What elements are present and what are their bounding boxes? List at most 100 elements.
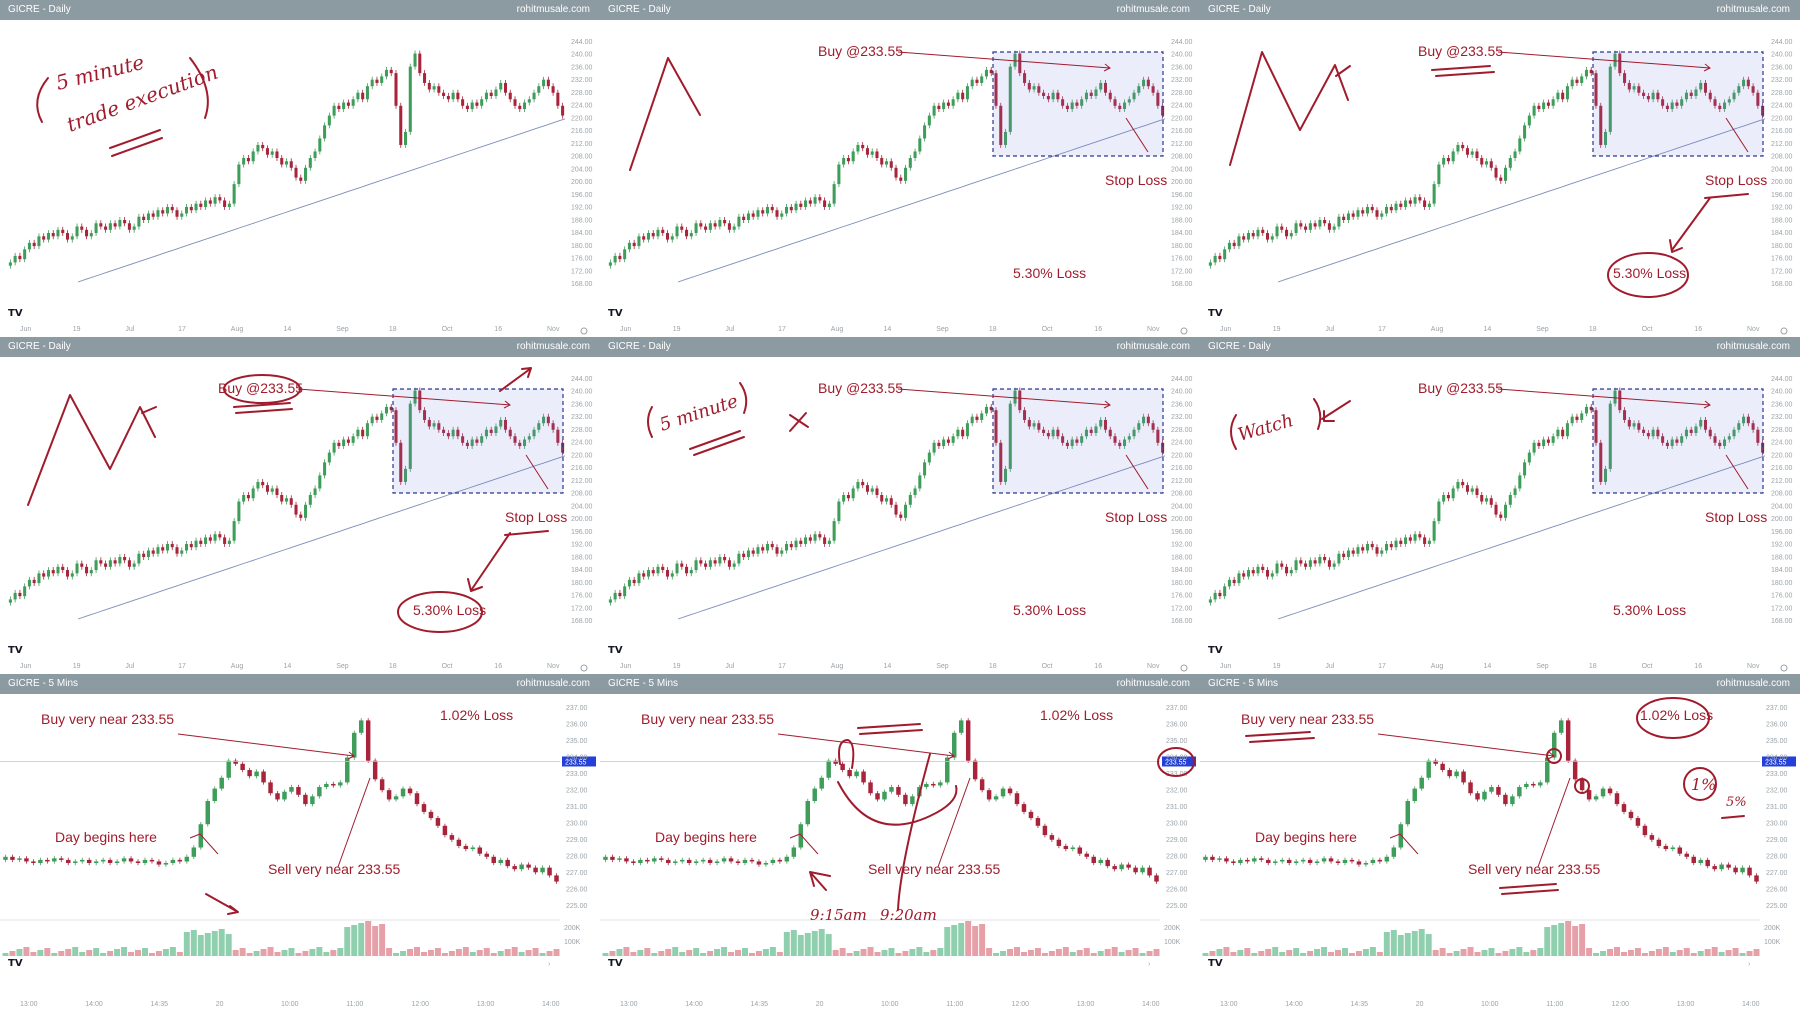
candle-body xyxy=(1447,770,1452,777)
daily-chart[interactable]: 244.00240.00236.00232.00228.00224.00220.… xyxy=(1200,20,1800,337)
daily-chart[interactable]: 244.00240.00236.00232.00228.00224.00220.… xyxy=(0,357,600,674)
candle-body xyxy=(1723,439,1727,447)
panel-watermark: rohitmusale.com xyxy=(1116,678,1190,689)
x-tick-label: 19 xyxy=(673,326,681,333)
gear-icon[interactable] xyxy=(1180,664,1188,672)
y-tick-label: 188.00 xyxy=(571,554,593,561)
chart-panel-3: GICRE - Daily rohitmusale.com 244.00 240.… xyxy=(1200,0,1800,337)
volume-bar xyxy=(1314,949,1321,956)
gear-icon[interactable] xyxy=(1780,327,1788,335)
volume-bar xyxy=(1153,949,1160,956)
candle-body xyxy=(251,488,255,499)
candle-body xyxy=(1084,429,1088,437)
hand-arrow xyxy=(205,893,239,915)
volume-bar xyxy=(1607,949,1614,956)
daily-chart[interactable]: 244.00240.00236.00232.00228.00224.00220.… xyxy=(1200,357,1800,674)
gear-icon[interactable] xyxy=(1780,664,1788,672)
y-tick-label: 192.00 xyxy=(1171,205,1193,212)
candle-body xyxy=(1537,442,1541,447)
buy-label: Buy very near 233.55 xyxy=(1241,711,1374,727)
volume-bar xyxy=(735,950,741,956)
stop-loss-label: Stop Loss xyxy=(1105,172,1167,188)
annotation-layer: Buy @233.55 Stop Loss 5.30% Loss xyxy=(629,43,1167,281)
candle-body xyxy=(435,818,441,826)
candle-body xyxy=(1023,73,1027,83)
candle-body xyxy=(1013,53,1017,67)
buy-label: Buy @233.55 xyxy=(1418,43,1503,59)
gear-icon[interactable] xyxy=(580,327,588,335)
gear-icon[interactable] xyxy=(580,664,588,672)
candle-body xyxy=(1127,99,1131,103)
candle-body xyxy=(1389,543,1393,548)
candle-body xyxy=(1552,732,1557,758)
daily-chart[interactable]: 244.00240.00236.00232.00228.00224.00220.… xyxy=(0,20,600,337)
x-tick-label: 14 xyxy=(884,663,892,670)
candle-body xyxy=(204,200,208,207)
volume-bar xyxy=(1460,949,1467,956)
candle-body xyxy=(226,760,231,778)
candle-body xyxy=(1426,760,1431,778)
chevron-right-icon[interactable]: › xyxy=(1748,961,1751,968)
gear-icon[interactable] xyxy=(1180,327,1188,335)
loss-circle xyxy=(397,591,483,633)
chevron-right-icon[interactable]: › xyxy=(1148,961,1151,968)
y-tick-label: 200.00 xyxy=(1771,179,1793,186)
x-tick-label: Aug xyxy=(1431,663,1444,670)
candle-body xyxy=(1694,89,1698,96)
price-tag-label: 233.55 xyxy=(1165,759,1187,766)
volume-bar xyxy=(1014,947,1020,956)
candle-body xyxy=(356,429,360,437)
candle-body xyxy=(865,148,869,155)
candle-body xyxy=(805,801,810,825)
volume-bar xyxy=(1481,950,1488,956)
candle-body xyxy=(1670,439,1674,447)
y-tick-label: 216.00 xyxy=(1171,465,1193,472)
candle-body xyxy=(1627,82,1631,90)
candle-body xyxy=(556,92,560,106)
chevron-right-icon[interactable]: › xyxy=(548,961,551,968)
daily-chart[interactable]: 244.00240.00236.00232.00228.00224.00220.… xyxy=(600,357,1200,674)
y-tick-label: 216.00 xyxy=(571,465,593,472)
candle-body xyxy=(1375,210,1379,217)
candle-body xyxy=(465,442,469,447)
candle-body xyxy=(151,213,155,217)
candle-body xyxy=(1733,867,1738,873)
candle-body xyxy=(686,859,692,863)
y-tick-label: 192.00 xyxy=(1771,542,1793,549)
volume-bar xyxy=(1300,953,1307,956)
candle-body xyxy=(1708,429,1712,437)
candle-body xyxy=(142,859,148,863)
candle-body xyxy=(489,92,493,96)
volume-bar xyxy=(330,950,337,956)
volume-bar xyxy=(846,953,853,956)
candle-body xyxy=(1137,86,1141,93)
volume-bar xyxy=(748,953,755,956)
candle-body xyxy=(1256,229,1260,237)
candle-body xyxy=(842,158,846,165)
annotation-layer: Buy @233.55 Stop Loss 5.30% Loss xyxy=(1229,43,1767,298)
candle-body xyxy=(1475,151,1479,158)
volume-bar xyxy=(693,948,700,956)
candle-body xyxy=(389,406,393,411)
daily-chart[interactable]: 244.00240.00236.00232.00228.00224.00220.… xyxy=(600,20,1200,337)
x-tick-label: 14:00 xyxy=(1285,1001,1303,1008)
volume-bar xyxy=(135,950,141,956)
candle-body xyxy=(1356,210,1360,217)
price-tag-label: 233.55 xyxy=(565,759,587,766)
candle-body xyxy=(656,566,660,574)
x-tick-label: 18 xyxy=(1589,326,1597,333)
candle-body xyxy=(1423,200,1427,207)
candle-body xyxy=(156,547,160,554)
candle-body xyxy=(494,426,498,433)
y-tick-label: 236.00 xyxy=(1171,401,1193,408)
candle-body xyxy=(700,859,706,862)
candle-body xyxy=(332,105,336,116)
y-tick-label: 168.00 xyxy=(571,618,593,625)
volume-bar xyxy=(951,925,958,956)
x-tick-label: 14:35 xyxy=(751,1001,769,1008)
loss-label: 5.30% Loss xyxy=(1013,265,1086,281)
candle-body xyxy=(1461,144,1465,149)
